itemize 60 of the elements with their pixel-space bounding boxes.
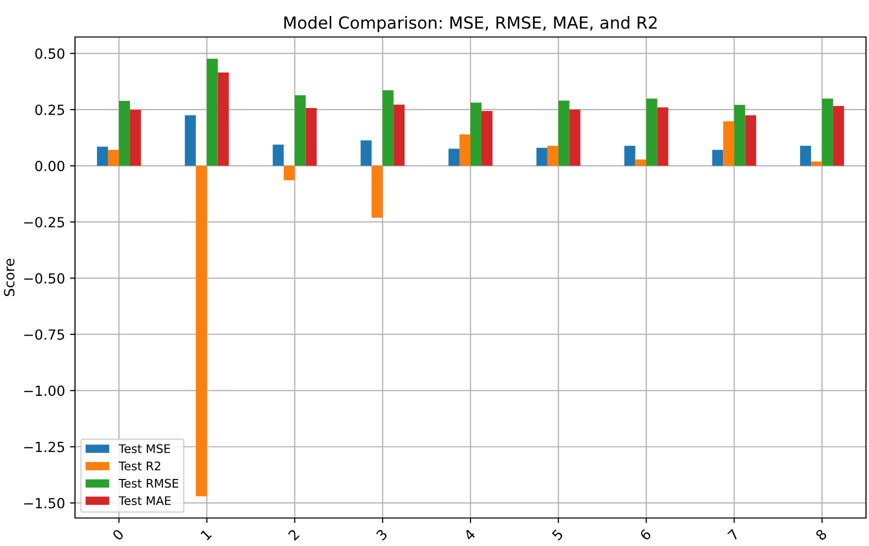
- y-tick-label: −0.25: [24, 216, 64, 228]
- bar: [218, 72, 229, 166]
- x-tick-label: 6: [639, 528, 652, 541]
- bar: [635, 160, 646, 166]
- bar: [448, 148, 460, 166]
- bar: [536, 148, 548, 166]
- legend-label: Test R2: [118, 462, 160, 470]
- x-tick-label: 0: [112, 528, 124, 541]
- x-tick-label: 3: [376, 528, 388, 541]
- y-axis-title: Score: [4, 258, 14, 296]
- bar: [96, 146, 108, 166]
- y-tick-label: −0.75: [24, 329, 64, 340]
- y-tick-label: 0.00: [35, 160, 64, 172]
- bar: [118, 100, 130, 166]
- bar: [306, 108, 317, 166]
- bar: [712, 150, 724, 166]
- bar: [394, 104, 405, 166]
- x-tick-label: 2: [288, 528, 300, 541]
- bar: [108, 150, 119, 166]
- bar: [833, 106, 844, 166]
- x-tick-label: 7: [727, 528, 740, 541]
- chart-title: Model Comparison: MSE, RMSE, MAE, and R2: [284, 16, 657, 32]
- bar: [822, 98, 834, 166]
- y-tick-label: −1.00: [24, 386, 64, 396]
- bar: [184, 115, 196, 166]
- bar: [745, 115, 756, 166]
- y-tick-label: −1.25: [24, 442, 64, 452]
- y-tick-label: 0.25: [35, 104, 64, 116]
- bar: [657, 107, 668, 166]
- bar: [624, 146, 636, 166]
- bar: [811, 162, 822, 166]
- bar: [284, 166, 295, 180]
- x-tick-label: 4: [463, 528, 476, 541]
- legend-label: Test RMSE: [118, 478, 178, 488]
- y-tick-label: −1.50: [24, 498, 64, 508]
- bar: [646, 98, 658, 166]
- y-tick-label: −0.50: [24, 273, 64, 284]
- x-tick-label: 5: [552, 528, 564, 541]
- bar: [360, 140, 372, 166]
- x-tick-label: 8: [815, 528, 828, 541]
- bar: [723, 121, 734, 166]
- y-tick-label: 0.50: [35, 48, 64, 59]
- x-tick-label: 1: [200, 528, 212, 540]
- bar: [206, 58, 218, 166]
- bar: [547, 146, 558, 166]
- bar: [460, 134, 470, 166]
- bar: [470, 102, 482, 166]
- bar: [372, 166, 383, 218]
- bar: [196, 166, 207, 496]
- bar: [800, 146, 812, 166]
- bar: [272, 144, 284, 166]
- legend-label: Test MAE: [118, 496, 171, 506]
- bar: [734, 104, 746, 166]
- bar: [130, 110, 141, 166]
- bar: [481, 110, 492, 166]
- bar: [558, 100, 570, 166]
- legend-label: Test MSE: [118, 444, 170, 454]
- bar: [569, 110, 580, 166]
- bar: [294, 95, 306, 166]
- bar: [382, 90, 394, 166]
